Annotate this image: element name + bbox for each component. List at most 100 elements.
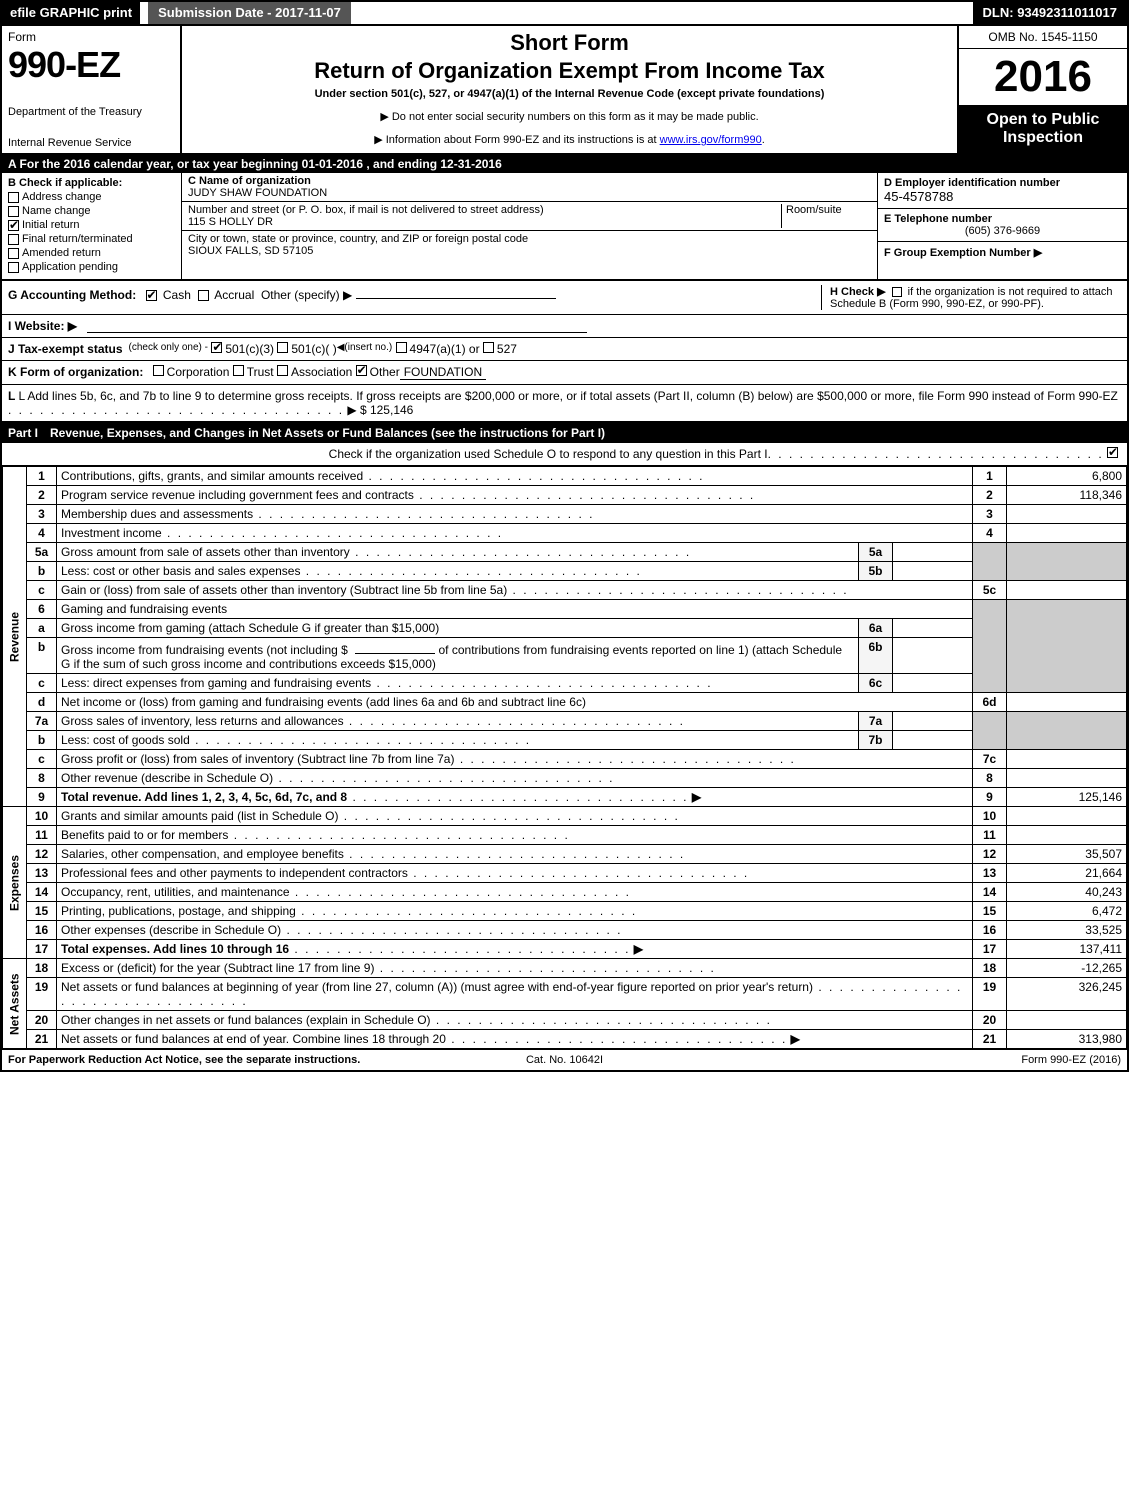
chk-initial-return[interactable]: Initial return xyxy=(8,219,175,231)
line-4-no: 4 xyxy=(27,524,57,543)
line-17-num: 17 xyxy=(973,940,1007,959)
line-10-no: 10 xyxy=(27,807,57,826)
line-5c-no: c xyxy=(27,581,57,600)
side-revenue: Revenue xyxy=(3,467,27,807)
form-title-cell: Short Form Return of Organization Exempt… xyxy=(182,26,957,153)
line-13-val: 21,664 xyxy=(1007,864,1127,883)
line-16-val: 33,525 xyxy=(1007,921,1127,940)
f-label: F Group Exemption Number ▶ xyxy=(884,247,1042,259)
chk-corporation[interactable] xyxy=(153,365,164,376)
line-6-no: 6 xyxy=(27,600,57,619)
open-to-public-badge: Open to Public Inspection xyxy=(959,105,1127,153)
form-990ez: 990-EZ xyxy=(8,44,174,86)
h-label-1: H Check ▶ xyxy=(830,286,886,298)
d-label: D Employer identification number xyxy=(884,177,1121,189)
grey-7 xyxy=(973,712,1007,750)
line-2-val: 118,346 xyxy=(1007,486,1127,505)
efile-print-label[interactable]: efile GRAPHIC print xyxy=(2,2,140,24)
chk-accrual[interactable] xyxy=(198,290,209,301)
form-number-cell: Form 990-EZ Department of the Treasury I… xyxy=(2,26,182,153)
line-3-no: 3 xyxy=(27,505,57,524)
chk-final-return[interactable]: Final return/terminated xyxy=(8,233,175,245)
top-bar: efile GRAPHIC print Submission Date - 20… xyxy=(2,2,1127,26)
chk-name-change[interactable]: Name change xyxy=(8,205,175,217)
part-1-header: Part I Revenue, Expenses, and Changes in… xyxy=(2,423,1127,443)
g-label: G Accounting Method: xyxy=(8,288,136,302)
j-label: J Tax-exempt status xyxy=(8,342,123,356)
line-20-num: 20 xyxy=(973,1011,1007,1030)
line-7c-desc: Gross profit or (loss) from sales of inv… xyxy=(61,752,454,766)
street-row: Number and street (or P. O. box, if mail… xyxy=(182,202,877,231)
chk-h[interactable] xyxy=(892,287,902,297)
line-8-desc: Other revenue (describe in Schedule O) xyxy=(61,771,273,785)
note-info-pre: ▶ Information about Form 990-EZ and its … xyxy=(374,134,659,146)
chk-address-change[interactable]: Address change xyxy=(8,191,175,203)
line-12-desc: Salaries, other compensation, and employ… xyxy=(61,847,344,861)
line-11-val xyxy=(1007,826,1127,845)
opt-corporation: Corporation xyxy=(167,365,230,380)
cash-label: Cash xyxy=(163,288,191,302)
irs-form990-link[interactable]: www.irs.gov/form990 xyxy=(660,134,762,146)
line-18-desc: Excess or (deficit) for the year (Subtra… xyxy=(61,961,374,975)
line-11-num: 11 xyxy=(973,826,1007,845)
line-6c-desc: Less: direct expenses from gaming and fu… xyxy=(61,676,371,690)
row-k-form-of-org: K Form of organization: Corporation Trus… xyxy=(2,361,1127,385)
part-1-title: Revenue, Expenses, and Changes in Net As… xyxy=(50,426,605,440)
line-6a-desc: Gross income from gaming (attach Schedul… xyxy=(61,621,439,635)
line-6b-no: b xyxy=(27,638,57,674)
row-a-tax-year: A For the 2016 calendar year, or tax yea… xyxy=(2,155,1127,173)
opt-other-org: Other xyxy=(370,365,400,380)
line-6a-sub: 6a xyxy=(859,619,893,638)
line-10-val xyxy=(1007,807,1127,826)
line-6d-num: 6d xyxy=(973,693,1007,712)
line-19-val: 326,245 xyxy=(1007,978,1127,1011)
line-12-val: 35,507 xyxy=(1007,845,1127,864)
line-16-desc: Other expenses (describe in Schedule O) xyxy=(61,923,281,937)
other-specify-input[interactable] xyxy=(356,285,556,299)
line-19-no: 19 xyxy=(27,978,57,1011)
line-7b-sub: 7b xyxy=(859,731,893,750)
line-2-no: 2 xyxy=(27,486,57,505)
chk-501c3[interactable] xyxy=(211,342,222,353)
under-section-note: Under section 501(c), 527, or 4947(a)(1)… xyxy=(188,88,951,100)
line-4-num: 4 xyxy=(973,524,1007,543)
line-5c-desc: Gain or (loss) from sale of assets other… xyxy=(61,583,507,597)
chk-527[interactable] xyxy=(483,342,494,353)
city-row: City or town, state or province, country… xyxy=(182,231,877,259)
website-input[interactable] xyxy=(87,319,587,333)
line-8-val xyxy=(1007,769,1127,788)
street-label: Number and street (or P. O. box, if mail… xyxy=(188,204,781,216)
footer-form-ref: Form 990-EZ (2016) xyxy=(1021,1054,1121,1066)
chk-schedule-o-part1[interactable] xyxy=(1107,447,1118,458)
line-8-no: 8 xyxy=(27,769,57,788)
line-6b-amount-input[interactable] xyxy=(355,640,435,654)
chk-4947[interactable] xyxy=(396,342,407,353)
phone-value: (605) 376-9669 xyxy=(884,225,1121,237)
chk-amended-return[interactable]: Amended return xyxy=(8,247,175,259)
line-21-desc: Net assets or fund balances at end of ye… xyxy=(61,1032,446,1046)
line-21-num: 21 xyxy=(973,1030,1007,1049)
chk-application-pending[interactable]: Application pending xyxy=(8,261,175,273)
chk-association[interactable] xyxy=(277,365,288,376)
line-5b-desc: Less: cost or other basis and sales expe… xyxy=(61,564,300,578)
line-15-num: 15 xyxy=(973,902,1007,921)
opt-527: 527 xyxy=(497,342,517,356)
line-7b-subval xyxy=(893,731,973,750)
line-4-desc: Investment income xyxy=(61,526,162,540)
chk-cash[interactable] xyxy=(146,290,157,301)
line-19-num: 19 xyxy=(973,978,1007,1011)
chk-trust[interactable] xyxy=(233,365,244,376)
street-value: 115 S HOLLY DR xyxy=(188,216,781,228)
line-1-val: 6,800 xyxy=(1007,467,1127,486)
line-15-no: 15 xyxy=(27,902,57,921)
line-6b-desc-pre: Gross income from fundraising events (no… xyxy=(61,643,348,657)
inspection-label: Inspection xyxy=(961,129,1125,147)
line-1-no: 1 xyxy=(27,467,57,486)
grey-5 xyxy=(973,543,1007,581)
chk-other-org[interactable] xyxy=(356,365,367,376)
line-5b-no: b xyxy=(27,562,57,581)
chk-501c[interactable] xyxy=(277,342,288,353)
l-amount: $ 125,146 xyxy=(360,403,413,417)
line-6d-no: d xyxy=(27,693,57,712)
j-detail: (check only one) - xyxy=(129,342,208,356)
